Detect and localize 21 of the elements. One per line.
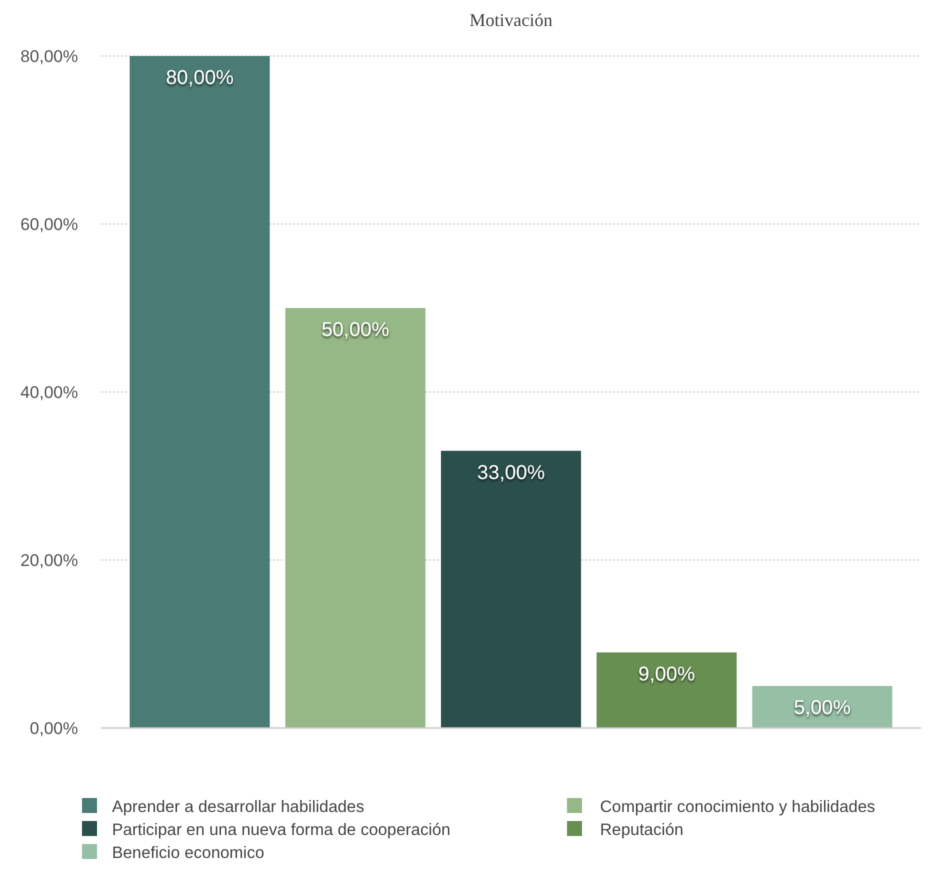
bar <box>752 686 892 728</box>
legend-label: Aprender a desarrollar habilidades <box>112 798 364 816</box>
data-label: 5,00% <box>794 697 851 719</box>
y-tick-label: 40,00% <box>20 382 78 402</box>
bar <box>440 450 582 728</box>
y-tick-label: 0,00% <box>30 718 78 738</box>
bar <box>130 56 270 728</box>
y-tick-label: 60,00% <box>20 214 78 234</box>
legend-label: Compartir conocimiento y habilidades <box>600 798 876 816</box>
bar <box>285 308 426 728</box>
legend-label: Beneficio economico <box>112 844 264 862</box>
y-tick-label: 80,00% <box>20 46 78 66</box>
legend-label: Reputación <box>600 820 684 839</box>
data-label: 33,00% <box>477 462 546 484</box>
data-label: 50,00% <box>321 319 390 341</box>
data-label: 9,00% <box>638 663 696 686</box>
y-tick-label: 20,00% <box>20 550 78 570</box>
chart-title: Motivación <box>470 10 552 30</box>
legend-label: Participar en una nueva forma de cooperación <box>112 820 450 839</box>
bar <box>596 652 737 728</box>
data-label: 80,00% <box>166 67 234 89</box>
